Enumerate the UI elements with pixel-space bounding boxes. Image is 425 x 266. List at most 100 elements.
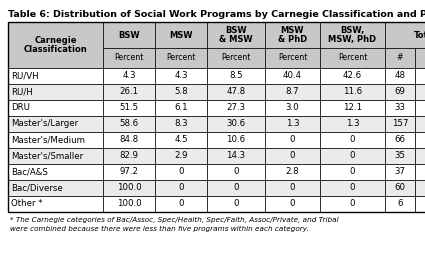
Text: Table 6: Distribution of Social Work Programs by Carnegie Classification and Pro: Table 6: Distribution of Social Work Pro… [8, 10, 425, 19]
Text: 0: 0 [233, 168, 239, 177]
Bar [415, 164, 425, 180]
Text: Percent: Percent [114, 53, 144, 63]
Text: MSW: MSW [169, 31, 193, 39]
Bar [415, 132, 425, 148]
Text: 0: 0 [350, 168, 355, 177]
Bar [385, 100, 415, 116]
Bar [320, 48, 385, 68]
Bar [415, 68, 425, 84]
Text: 100.0: 100.0 [117, 200, 141, 209]
Bar [265, 132, 320, 148]
Text: 1.3: 1.3 [286, 119, 299, 128]
Text: 47.8: 47.8 [227, 88, 246, 97]
Bar [155, 164, 207, 180]
Text: DRU: DRU [11, 103, 30, 113]
Bar [8, 180, 103, 196]
Bar [385, 116, 415, 132]
Text: 12.1: 12.1 [343, 103, 362, 113]
Bar [8, 22, 425, 212]
Text: 37: 37 [394, 168, 405, 177]
Bar [265, 84, 320, 100]
Bar [385, 84, 415, 100]
Text: 66: 66 [394, 135, 405, 144]
Text: 26.1: 26.1 [119, 88, 139, 97]
Bar [385, 148, 415, 164]
Text: Other *: Other * [11, 200, 42, 209]
Bar [320, 100, 385, 116]
Text: BSW,
MSW, PhD: BSW, MSW, PhD [329, 26, 377, 44]
Text: 33: 33 [394, 103, 405, 113]
Bar [103, 48, 155, 68]
Text: 30.6: 30.6 [227, 119, 246, 128]
Text: 0: 0 [233, 184, 239, 193]
Text: 0: 0 [350, 184, 355, 193]
Bar [155, 180, 207, 196]
Text: 8.7: 8.7 [286, 88, 299, 97]
Bar [207, 132, 265, 148]
Bar [103, 148, 155, 164]
Text: BSW
& MSW: BSW & MSW [219, 26, 253, 44]
Bar [155, 68, 207, 84]
Bar [8, 132, 103, 148]
Bar [103, 100, 155, 116]
Text: 6.1: 6.1 [174, 103, 188, 113]
Bar [320, 22, 385, 48]
Bar [320, 68, 385, 84]
Text: 6: 6 [397, 200, 403, 209]
Text: 0: 0 [290, 200, 295, 209]
Bar [8, 22, 103, 68]
Bar [155, 22, 207, 48]
Bar [265, 100, 320, 116]
Bar [8, 148, 103, 164]
Text: 40.4: 40.4 [283, 72, 302, 81]
Text: 0: 0 [290, 184, 295, 193]
Bar [8, 116, 103, 132]
Bar [103, 116, 155, 132]
Bar [385, 196, 415, 212]
Bar [415, 116, 425, 132]
Bar [320, 116, 385, 132]
Bar [207, 180, 265, 196]
Bar [103, 22, 155, 48]
Bar [320, 132, 385, 148]
Bar [385, 22, 425, 48]
Bar [385, 180, 415, 196]
Bar [415, 84, 425, 100]
Bar [415, 148, 425, 164]
Text: MSW
& PhD: MSW & PhD [278, 26, 307, 44]
Text: 0: 0 [290, 135, 295, 144]
Bar [103, 84, 155, 100]
Text: 97.2: 97.2 [119, 168, 139, 177]
Bar [155, 196, 207, 212]
Text: 0: 0 [350, 200, 355, 209]
Text: 27.3: 27.3 [227, 103, 246, 113]
Bar [320, 84, 385, 100]
Bar [320, 180, 385, 196]
Bar [103, 180, 155, 196]
Text: RU/H: RU/H [11, 88, 33, 97]
Text: 0: 0 [233, 200, 239, 209]
Text: 4.3: 4.3 [174, 72, 188, 81]
Text: 0: 0 [350, 152, 355, 160]
Bar [8, 68, 103, 84]
Text: 5.8: 5.8 [174, 88, 188, 97]
Bar [207, 84, 265, 100]
Text: Master's/Medium: Master's/Medium [11, 135, 85, 144]
Bar [155, 48, 207, 68]
Text: Percent: Percent [278, 53, 307, 63]
Bar [207, 48, 265, 68]
Text: 4.5: 4.5 [174, 135, 188, 144]
Bar [207, 100, 265, 116]
Bar [265, 22, 320, 48]
Text: 8.3: 8.3 [174, 119, 188, 128]
Text: 60: 60 [394, 184, 405, 193]
Bar [103, 196, 155, 212]
Text: 48: 48 [394, 72, 405, 81]
Bar [320, 164, 385, 180]
Bar [320, 196, 385, 212]
Text: 11.6: 11.6 [343, 88, 362, 97]
Bar [103, 132, 155, 148]
Bar [155, 100, 207, 116]
Text: were combined because there were less than five programs within each category.: were combined because there were less th… [10, 226, 309, 232]
Text: 58.6: 58.6 [119, 119, 139, 128]
